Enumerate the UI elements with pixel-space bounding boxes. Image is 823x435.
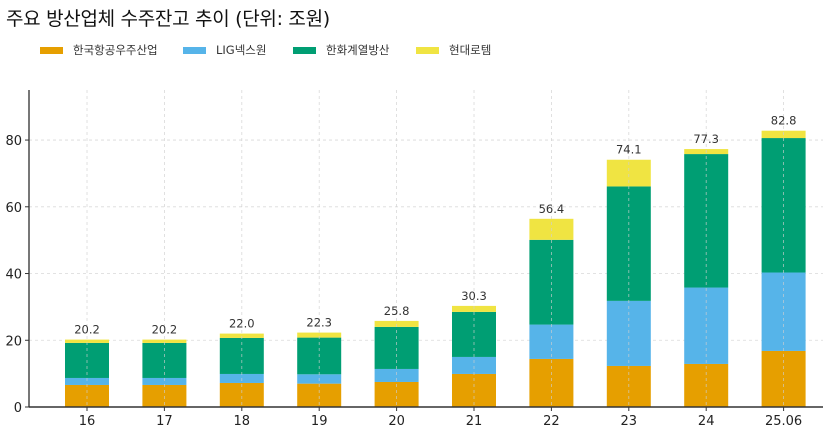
x-tick-label: 25.06 xyxy=(765,414,802,429)
x-tick-label: 18 xyxy=(234,414,251,429)
total-value-label: 22.0 xyxy=(229,317,255,331)
x-tick-label: 20 xyxy=(388,414,405,429)
total-value-label: 25.8 xyxy=(384,304,410,318)
total-value-label: 20.2 xyxy=(152,323,178,337)
x-tick-label: 21 xyxy=(466,414,483,429)
legend-item-kai: 한국항공우주산업 xyxy=(40,41,158,59)
x-tick-label: 22 xyxy=(543,414,560,429)
chart-title: 주요 방산업체 수주잔고 추이 (단위: 조원) xyxy=(6,8,330,30)
legend-item-hyundai-rotem: 현대로템 xyxy=(416,41,491,59)
legend-item-lig: LIG넥스원 xyxy=(183,41,266,59)
y-tick-label: 0 xyxy=(14,401,22,416)
axes xyxy=(28,90,823,408)
bar-segment-lig xyxy=(65,377,109,385)
bars xyxy=(65,130,806,407)
y-tick-label: 40 xyxy=(5,268,22,283)
bar-segment-hyundai-rotem xyxy=(374,320,419,327)
bar-segment-hyundai-rotem xyxy=(142,339,187,343)
total-value-label: 74.1 xyxy=(616,143,642,157)
x-ticks: 16 17 18 19 20 21 22 23 24 25.06 xyxy=(79,407,802,429)
x-tick-label: 24 xyxy=(698,414,715,429)
vertical-grid-lines xyxy=(86,90,784,407)
bar-segment-hyundai-rotem xyxy=(219,333,264,338)
total-value-label: 30.3 xyxy=(461,289,487,303)
bar-segment-lig xyxy=(374,368,419,382)
bar-segment-lig xyxy=(529,324,574,359)
bar-segment-lig xyxy=(452,356,496,374)
total-value-label: 56.4 xyxy=(539,202,565,216)
y-tick-label: 60 xyxy=(5,201,22,216)
total-value-label: 77.3 xyxy=(693,132,719,146)
y-ticks: 0 20 40 60 80 xyxy=(5,134,29,416)
y-tick-label: 20 xyxy=(5,334,22,349)
x-tick-label: 16 xyxy=(79,414,96,429)
y-tick-label: 80 xyxy=(5,134,22,149)
bar-segment-lig xyxy=(142,377,187,385)
legend-swatch xyxy=(40,46,63,54)
bar-segment-kai xyxy=(65,384,109,407)
total-value-label: 22.3 xyxy=(306,316,332,330)
x-tick-label: 23 xyxy=(621,414,638,429)
legend-swatch xyxy=(293,46,316,54)
legend-label: 현대로템 xyxy=(449,43,492,57)
legend-item-hanwha: 한화계열방산 xyxy=(293,41,389,59)
x-tick-label: 19 xyxy=(311,414,328,429)
bar-segment-kai xyxy=(142,384,187,407)
legend-label: 한국항공우주산업 xyxy=(73,43,158,57)
x-tick-label: 17 xyxy=(156,414,173,429)
legend-swatch xyxy=(416,46,439,54)
total-value-label: 20.2 xyxy=(74,323,100,337)
total-value-label: 82.8 xyxy=(771,114,797,128)
value-labels: 20.2 20.2 22.0 22.3 25.8 30.3 56.4 74.1 77.3 82.8 xyxy=(74,114,796,337)
bar-segment-kai xyxy=(297,383,342,407)
legend: 한국항공우주산업 LIG넥스원 한화계열방산 현대로템 xyxy=(0,41,823,59)
legend-label: 한화계열방산 xyxy=(326,43,390,57)
legend-swatch xyxy=(183,46,206,54)
bar-segment-hyundai-rotem xyxy=(297,332,342,338)
bar-segment-hyundai-rotem xyxy=(65,339,109,343)
legend-label: LIG넥스원 xyxy=(216,43,267,57)
